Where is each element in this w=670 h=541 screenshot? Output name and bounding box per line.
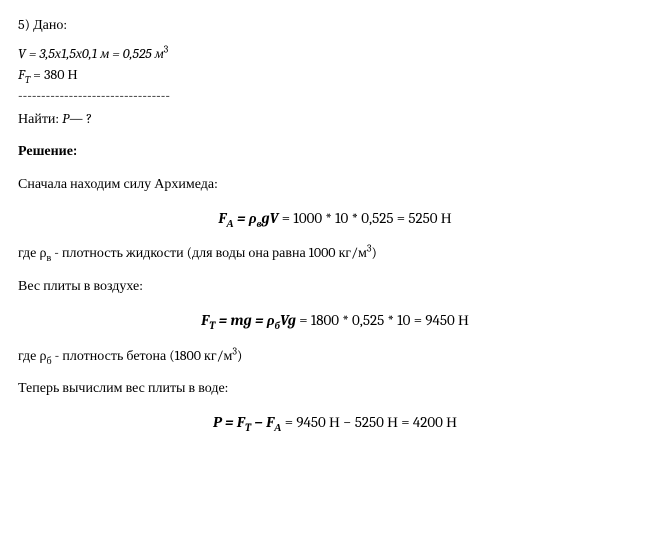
note2-a: где ρ	[18, 347, 46, 364]
note-water-density: где ρв - плотность жидкости (для воды он…	[18, 244, 652, 263]
eq3-lhs2: − F	[251, 413, 274, 431]
problem-number: 5) Дано:	[18, 16, 652, 35]
find-q: — ?	[69, 110, 92, 127]
find-text: Найти:	[18, 110, 62, 127]
given-force: FT = 380 Н	[18, 66, 652, 85]
eq1-lhs-sub: А	[226, 217, 233, 230]
divider-line: ---------------------------------	[18, 87, 652, 106]
equation-air-weight: FT = mg = ρбVg = 1800 * 0,525 * 10 = 945…	[18, 310, 652, 330]
note2-b: - плотность бетона (1800 кг/м	[52, 347, 233, 364]
eq2-lhs: F	[201, 311, 209, 329]
solution-label: Решение:	[18, 142, 652, 161]
equation-result: P = FT − FА = 9450 Н − 5250 Н = 4200 Н	[18, 412, 652, 432]
eq2-mid2: Vg	[280, 311, 296, 329]
eq3-lhs1: P = F	[213, 413, 245, 431]
equation-archimedes: FА = ρвgV = 1000 * 10 * 0,525 = 5250 Н	[18, 208, 652, 228]
find-line: Найти: P— ?	[18, 110, 652, 129]
eq1-rhs: = 1000 * 10 * 0,525 = 5250 Н	[279, 209, 452, 227]
text-air-weight: Вес плиты в воздухе:	[18, 277, 652, 296]
force-sym: F	[18, 66, 25, 83]
text-water-weight: Теперь вычислим вес плиты в воде:	[18, 379, 652, 398]
text-archimedes: Сначала находим силу Архимеда:	[18, 175, 652, 194]
volume-exp: 3	[164, 43, 169, 55]
volume-expr: V = 3,5х1,5х0,1 м = 0,525 м	[18, 45, 164, 62]
eq2-mid1: = mg = ρ	[215, 311, 274, 329]
note2-c: )	[237, 347, 242, 364]
note1-c: )	[372, 244, 377, 261]
eq3-rhs: = 9450 Н − 5250 Н = 4200 Н	[281, 413, 457, 431]
note1-b: - плотность жидкости (для воды она равна…	[51, 244, 367, 261]
eq2-rhs: = 1800 * 0,525 * 10 = 9450 Н	[296, 311, 469, 329]
note1-a: где ρ	[18, 244, 46, 261]
given-volume: V = 3,5х1,5х0,1 м = 0,525 м3	[18, 45, 652, 64]
note-concrete-density: где ρб - плотность бетона (1800 кг/м3)	[18, 347, 652, 366]
force-val: = 380 Н	[30, 66, 78, 83]
eq1-mid1: = ρ	[234, 209, 257, 227]
eq1-mid2: gV	[261, 209, 278, 227]
